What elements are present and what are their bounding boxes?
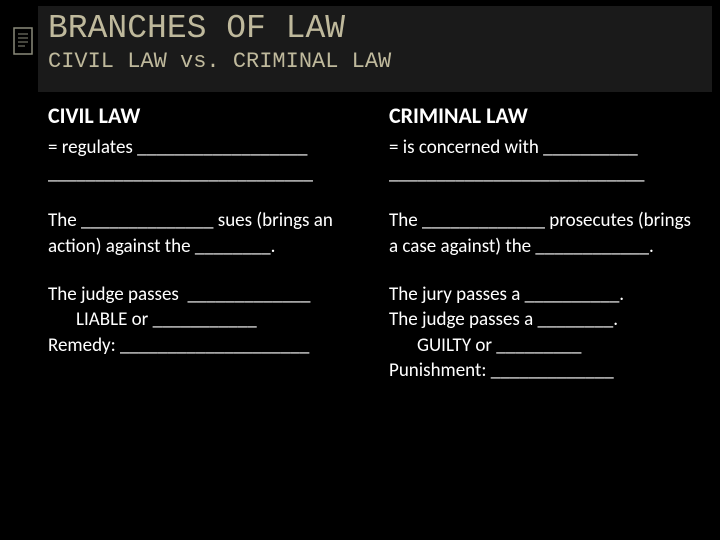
left-column: CIVIL LAW = regulates __________________… [48, 102, 361, 406]
right-heading: CRIMINAL LAW [389, 102, 702, 129]
left-p3a: The judge passes _____________ [48, 282, 361, 308]
left-p3b: LIABLE or ___________ [48, 307, 361, 333]
left-p2: The ______________ sues (brings an actio… [48, 208, 361, 259]
left-heading: CIVIL LAW [48, 102, 361, 129]
right-p3b: The judge passes a ________. [389, 307, 702, 333]
subtitle: CIVIL LAW vs. CRIMINAL LAW [48, 50, 702, 74]
columns: CIVIL LAW = regulates __________________… [48, 102, 702, 406]
right-p1: = is concerned with __________ _________… [389, 135, 702, 186]
right-p2: The _____________ prosecutes (brings a c… [389, 208, 702, 259]
main-title: BRANCHES OF LAW [48, 10, 702, 48]
right-p3d: Punishment: _____________ [389, 358, 702, 384]
header-block: BRANCHES OF LAW CIVIL LAW vs. CRIMINAL L… [38, 6, 712, 92]
page-icon [12, 26, 34, 56]
right-p3c: GUILTY or _________ [389, 333, 702, 359]
right-p3: The jury passes a __________. The judge … [389, 282, 702, 385]
left-p3: The judge passes _____________ LIABLE or… [48, 282, 361, 359]
left-p1: = regulates __________________ _________… [48, 135, 361, 186]
right-p3a: The jury passes a __________. [389, 282, 702, 308]
right-column: CRIMINAL LAW = is concerned with _______… [389, 102, 702, 406]
left-p3c: Remedy: ____________________ [48, 333, 361, 359]
